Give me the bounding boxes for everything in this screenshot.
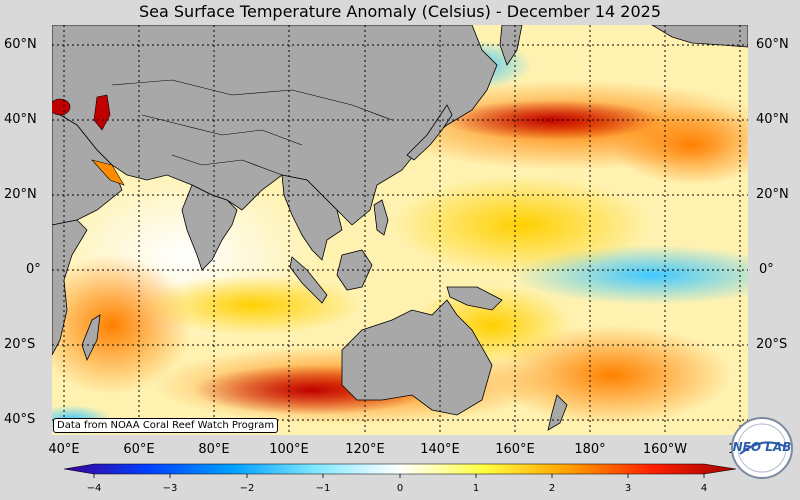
lat-label-40n-left: 40°N: [4, 112, 37, 127]
lon-label-140e: 140°E: [420, 442, 460, 457]
lon-label-160e: 160°E: [495, 442, 535, 457]
colorbar-tick-3: 3: [624, 483, 632, 494]
kamchatka-landmass: [499, 25, 523, 66]
philippines-landmass: [373, 199, 389, 236]
lon-label-180: 180°: [574, 442, 606, 457]
colorbar-tick-neg1: −1: [315, 483, 331, 494]
lon-label-80e: 80°E: [198, 442, 230, 457]
lat-label-40n-right: 40°N: [756, 112, 789, 127]
lon-label-160w: 160°W: [642, 442, 688, 457]
colorbar-tick-neg4: −4: [86, 483, 102, 494]
sst-anomaly-map: [52, 25, 748, 435]
inland-seas: [52, 94, 125, 186]
india-landmass: [181, 184, 238, 271]
japan-landmass: [406, 104, 453, 161]
new-zealand-landmass: [547, 394, 568, 431]
colorbar-tick-4: 4: [700, 483, 708, 494]
lon-label-120e: 120°E: [345, 442, 385, 457]
map-title: Sea Surface Temperature Anomaly (Celsius…: [139, 2, 661, 21]
australia-landmass: [341, 299, 493, 416]
lon-label-100e: 100°E: [269, 442, 309, 457]
colorbar-tick-neg3: −3: [162, 483, 178, 494]
country-borders: [111, 79, 393, 176]
lon-label-60e: 60°E: [123, 442, 155, 457]
indochina-landmass: [281, 174, 343, 261]
new-guinea-landmass: [446, 286, 503, 311]
lat-label-20n-right: 20°N: [756, 187, 789, 202]
lat-label-40s-left: 40°S: [4, 412, 36, 427]
svg-text:NEO LAB: NEO LAB: [733, 440, 792, 454]
colorbar-bar: [63, 463, 737, 475]
colorbar-tick-1: 1: [472, 483, 480, 494]
lat-label-60n-left: 60°N: [4, 37, 37, 52]
lat-label-20n-left: 20°N: [4, 187, 37, 202]
colorbar-tick-2: 2: [548, 483, 556, 494]
colorbar: [63, 463, 737, 478]
lat-label-20s-right: 20°S: [756, 337, 788, 352]
madagascar-landmass: [81, 314, 101, 362]
colorbar-tick-0: 0: [396, 483, 404, 494]
borneo-landmass: [336, 249, 373, 291]
neo-lab-logo: NEO LAB: [731, 417, 793, 479]
lat-label-60n-right: 60°N: [756, 37, 789, 52]
lat-label-0-right: 0°: [759, 262, 774, 277]
data-credit: Data from NOAA Coral Reef Watch Program: [53, 418, 279, 433]
land-masses: [52, 25, 748, 431]
lat-label-0-left: 0°: [26, 262, 41, 277]
colorbar-tick-neg2: −2: [239, 483, 255, 494]
lat-label-20s-left: 20°S: [4, 337, 36, 352]
lon-label-40e: 40°E: [48, 442, 80, 457]
